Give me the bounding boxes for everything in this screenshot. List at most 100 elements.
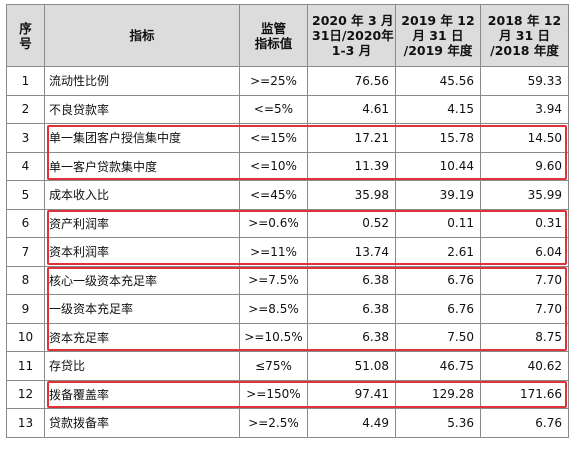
indicator-name: 流动性比例	[44, 66, 240, 96]
row-index: 3	[6, 123, 45, 153]
value-2018: 7.70	[480, 294, 569, 324]
value-2018: 3.94	[480, 94, 569, 124]
value-2018: 0.31	[480, 208, 569, 238]
value-2018: 6.76	[480, 408, 569, 438]
value-2020q1: 0.52	[307, 208, 396, 238]
value-2019: 39.19	[395, 180, 481, 210]
header-requirement-line: 监管	[260, 20, 286, 36]
indicator-name: 贷款拨备率	[44, 408, 240, 438]
value-2019: 6.76	[395, 265, 481, 295]
header-2020-line: 1-3 月	[331, 43, 372, 58]
row-index: 5	[6, 180, 45, 210]
value-2018: 6.04	[480, 237, 569, 267]
header-2020-line: 31日/2020年	[312, 28, 394, 43]
header-2018-line: 2018 年 12	[487, 13, 562, 28]
value-2018: 7.70	[480, 265, 569, 295]
header-2019-line: 2019 年 12	[401, 13, 475, 28]
indicator-name: 拨备覆盖率	[44, 379, 240, 409]
value-2020q1: 76.56	[307, 66, 396, 96]
header-row: 序 号 指标 监管 指标值 2020 年 3 月 31日/2020年 1-3 月…	[6, 4, 569, 67]
row-index: 11	[6, 351, 45, 381]
table-row: 4 单一客户贷款集中度 <=10% 11.39 10.44 9.60	[6, 151, 569, 181]
table-row: 1 流动性比例 >=25% 76.56 45.56 59.33	[6, 66, 569, 96]
table-row: 7 资本利润率 >=11% 13.74 2.61 6.04	[6, 237, 569, 267]
table-row: 12 拨备覆盖率 >=150% 97.41 129.28 171.66	[6, 379, 569, 409]
indicator-name: 单一集团客户授信集中度	[44, 123, 240, 153]
regulatory-threshold: >=10.5%	[239, 322, 308, 352]
regulatory-threshold: >=25%	[239, 66, 308, 96]
value-2020q1: 6.38	[307, 294, 396, 324]
header-requirement-line: 指标值	[254, 35, 293, 51]
value-2020q1: 97.41	[307, 379, 396, 409]
regulatory-threshold: >=2.5%	[239, 408, 308, 438]
value-2020q1: 4.49	[307, 408, 396, 438]
table-row: 11 存贷比 ≤75% 51.08 46.75 40.62	[6, 351, 569, 381]
indicator-name: 成本收入比	[44, 180, 240, 210]
value-2019: 7.50	[395, 322, 481, 352]
table-row: 2 不良贷款率 <=5% 4.61 4.15 3.94	[6, 94, 569, 124]
value-2019: 46.75	[395, 351, 481, 381]
value-2019: 6.76	[395, 294, 481, 324]
value-2019: 5.36	[395, 408, 481, 438]
value-2020q1: 4.61	[307, 94, 396, 124]
value-2019: 10.44	[395, 151, 481, 181]
row-index: 9	[6, 294, 45, 324]
indicator-name: 资产利润率	[44, 208, 240, 238]
header-2019-line: /2019 年度	[403, 43, 473, 58]
regulatory-threshold: >=0.6%	[239, 208, 308, 238]
header-2019: 2019 年 12 月 31 日 /2019 年度	[395, 4, 481, 67]
regulatory-threshold: >=150%	[239, 379, 308, 409]
regulatory-threshold: ≤75%	[239, 351, 308, 381]
value-2020q1: 6.38	[307, 265, 396, 295]
value-2020q1: 35.98	[307, 180, 396, 210]
header-2018-line: 月 31 日	[498, 28, 551, 43]
value-2020q1: 51.08	[307, 351, 396, 381]
regulatory-threshold: >=8.5%	[239, 294, 308, 324]
header-requirement: 监管 指标值	[239, 4, 308, 67]
indicator-name: 单一客户贷款集中度	[44, 151, 240, 181]
regulatory-threshold: >=7.5%	[239, 265, 308, 295]
table-row: 13 贷款拨备率 >=2.5% 4.49 5.36 6.76	[6, 408, 569, 438]
table-row: 8 核心一级资本充足率 >=7.5% 6.38 6.76 7.70	[6, 265, 569, 295]
value-2019: 4.15	[395, 94, 481, 124]
value-2018: 14.50	[480, 123, 569, 153]
value-2019: 0.11	[395, 208, 481, 238]
row-index: 7	[6, 237, 45, 267]
value-2019: 2.61	[395, 237, 481, 267]
table-row: 3 单一集团客户授信集中度 <=15% 17.21 15.78 14.50	[6, 123, 569, 153]
regulatory-threshold: <=5%	[239, 94, 308, 124]
header-2018: 2018 年 12 月 31 日 /2018 年度	[480, 4, 569, 67]
value-2020q1: 13.74	[307, 237, 396, 267]
value-2019: 129.28	[395, 379, 481, 409]
indicator-name: 核心一级资本充足率	[44, 265, 240, 295]
indicator-name: 资本利润率	[44, 237, 240, 267]
header-2018-line: /2018 年度	[490, 43, 559, 58]
value-2020q1: 11.39	[307, 151, 396, 181]
value-2020q1: 17.21	[307, 123, 396, 153]
header-2020-line: 2020 年 3 月	[312, 13, 394, 28]
indicator-name: 资本充足率	[44, 322, 240, 352]
row-index: 13	[6, 408, 45, 438]
value-2018: 40.62	[480, 351, 569, 381]
row-index: 12	[6, 379, 45, 409]
table-row: 9 一级资本充足率 >=8.5% 6.38 6.76 7.70	[6, 294, 569, 324]
header-index: 序 号	[6, 4, 45, 67]
header-2020: 2020 年 3 月 31日/2020年 1-3 月	[307, 4, 396, 67]
table-row: 6 资产利润率 >=0.6% 0.52 0.11 0.31	[6, 208, 569, 238]
value-2019: 45.56	[395, 66, 481, 96]
value-2018: 59.33	[480, 66, 569, 96]
value-2018: 9.60	[480, 151, 569, 181]
row-index: 10	[6, 322, 45, 352]
regulatory-threshold: <=45%	[239, 180, 308, 210]
table-row: 5 成本收入比 <=45% 35.98 39.19 35.99	[6, 180, 569, 210]
indicator-name: 不良贷款率	[44, 94, 240, 124]
header-index-line: 号	[19, 35, 32, 51]
row-index: 1	[6, 66, 45, 96]
value-2018: 8.75	[480, 322, 569, 352]
regulatory-threshold: >=11%	[239, 237, 308, 267]
regulatory-threshold: <=10%	[239, 151, 308, 181]
value-2019: 15.78	[395, 123, 481, 153]
indicator-name: 存贷比	[44, 351, 240, 381]
header-indicator: 指标	[44, 4, 240, 67]
regulatory-indicators-table: 序 号 指标 监管 指标值 2020 年 3 月 31日/2020年 1-3 月…	[6, 4, 569, 438]
